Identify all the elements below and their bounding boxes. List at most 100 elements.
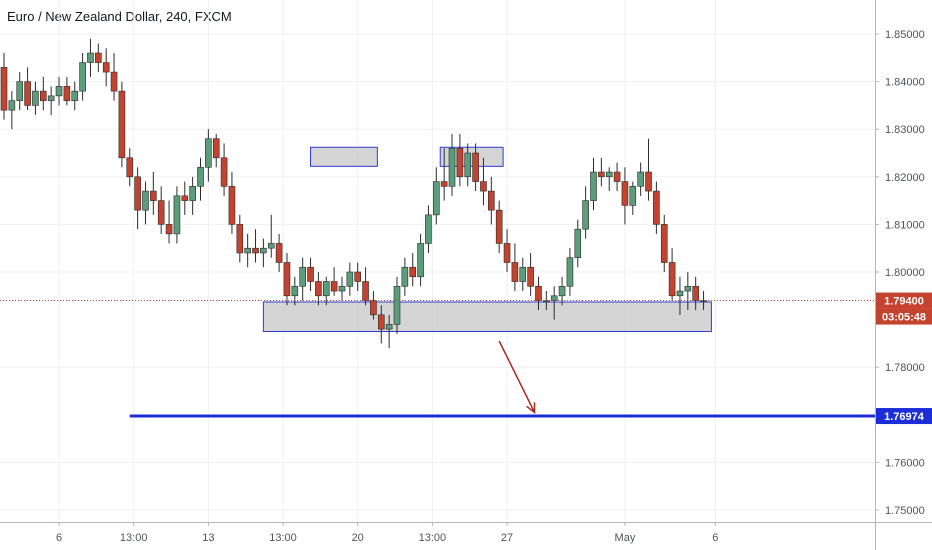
candle-body: [283, 262, 291, 297]
candle-body: [118, 90, 126, 159]
candle-body: [165, 224, 173, 235]
candle-body: [613, 171, 621, 182]
y-tick-label: 1.78000: [885, 362, 925, 374]
countdown-label-bg: [876, 308, 932, 325]
x-tick-label: 13: [202, 532, 214, 544]
candle-body: [354, 271, 362, 282]
candle-body: [645, 171, 652, 192]
overlays-layer: [0, 300, 875, 418]
candle-body: [660, 224, 668, 263]
x-tick-label: 20: [352, 532, 364, 544]
candle-body: [377, 314, 385, 330]
candle-body: [401, 266, 409, 287]
candle-body: [653, 190, 660, 225]
candle-body: [8, 100, 16, 111]
chart-title: Euro / New Zealand Dollar, 240, FXCM: [7, 9, 232, 24]
candle-body: [47, 95, 55, 101]
candle-body: [425, 214, 432, 244]
x-tick-label: 13:00: [419, 532, 447, 544]
candle-body: [558, 285, 566, 297]
candle-body: [173, 195, 181, 235]
candle-body: [440, 181, 448, 187]
candle-body: [362, 281, 369, 301]
candle-body: [244, 247, 251, 254]
candle-body: [385, 324, 393, 330]
x-tick-label: 13:00: [269, 532, 297, 544]
candle-body: [0, 67, 8, 111]
y-tick-label: 1.84000: [885, 77, 925, 89]
candle-body: [393, 285, 401, 325]
candle-body: [495, 209, 503, 244]
candle-body: [39, 90, 47, 101]
candle-body: [16, 81, 24, 101]
candle-body: [527, 266, 534, 287]
candle-body: [181, 195, 189, 201]
candle-body: [87, 52, 94, 63]
candle-body: [503, 243, 511, 263]
y-tick-label: 1.81000: [885, 219, 925, 231]
candle-body: [212, 138, 220, 159]
candle-body: [322, 281, 330, 297]
target-level-label: 1.76974: [884, 411, 925, 423]
candle-body: [488, 190, 495, 211]
candle-body: [95, 52, 102, 63]
x-tick-label: 6: [712, 532, 718, 544]
x-tick-label: 27: [501, 532, 513, 544]
candle-body: [456, 147, 464, 178]
candle-body: [79, 62, 86, 92]
candle-body: [236, 224, 244, 254]
down-arrow-shaft: [498, 340, 536, 413]
candle-body: [590, 171, 597, 201]
candle-body: [275, 243, 283, 263]
candle-body: [519, 266, 527, 282]
candle-body: [102, 62, 110, 73]
x-tick-label: 13:00: [120, 532, 148, 544]
candle-body: [24, 81, 31, 106]
candle-body: [299, 266, 306, 287]
candle-body: [338, 285, 346, 292]
candle-body: [417, 243, 424, 278]
candle-body: [692, 285, 699, 301]
target-level-label-bg: [876, 408, 932, 425]
countdown-label: 03:05:48: [882, 312, 926, 324]
candles-layer: [0, 38, 707, 349]
candle-body: [598, 171, 605, 178]
candle-body: [621, 181, 629, 206]
candle-body: [700, 300, 707, 302]
candle-body: [472, 152, 479, 182]
candle-body: [205, 138, 212, 168]
candle-body: [252, 247, 259, 254]
candle-body: [582, 200, 589, 230]
candle-body: [668, 262, 676, 297]
candle-body: [684, 285, 692, 292]
candle-body: [330, 281, 338, 292]
candle-body: [629, 186, 637, 206]
candle-body: [637, 171, 644, 187]
candle-body: [189, 186, 196, 201]
chart-grid: [0, 0, 875, 522]
candle-body: [464, 152, 472, 178]
candle-body: [550, 295, 558, 301]
candle-body: [511, 262, 519, 282]
candle-body: [55, 86, 63, 97]
zones-layer: [262, 146, 712, 333]
candle-body: [110, 71, 118, 92]
current-price-label-bg: [876, 292, 932, 309]
candle-body: [370, 300, 377, 316]
candle-body: [260, 247, 267, 254]
candle-body: [157, 200, 165, 225]
x-tick-label: May: [615, 532, 636, 544]
candle-body: [480, 181, 487, 192]
candle-body: [134, 176, 141, 211]
candle-body: [63, 86, 71, 101]
candle-body: [605, 171, 613, 178]
current-price-label: 1.79400: [884, 296, 924, 308]
candle-body: [448, 147, 456, 187]
candle-body: [220, 157, 228, 187]
candle-body: [142, 190, 149, 211]
zone-box-2: [439, 146, 504, 167]
candle-body: [346, 271, 354, 287]
candle-body: [71, 90, 79, 101]
